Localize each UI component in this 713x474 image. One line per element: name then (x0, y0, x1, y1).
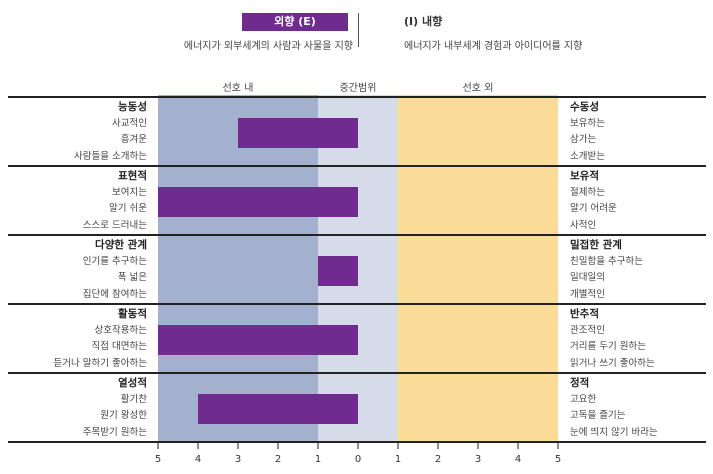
bar (198, 394, 358, 424)
x-tick-label: 2 (275, 454, 281, 465)
row-rule (8, 441, 706, 443)
left-trait-item: 사교적인 (112, 117, 147, 129)
zone-label-right: 선호 외 (462, 83, 494, 94)
right-trait-item: 사적인 (570, 219, 597, 231)
right-trait-title: 정적 (570, 377, 590, 389)
left-trait-item: 상호작용하는 (94, 324, 147, 336)
left-trait-item: 집단에 참여하는 (82, 288, 147, 300)
right-trait-item: 삼가는 (570, 134, 597, 145)
left-trait-item: 알기 쉬운 (109, 203, 147, 214)
left-trait-item: 주목받기 원하는 (82, 426, 147, 438)
left-trait-title: 활동적 (118, 308, 147, 320)
right-trait-item: 일대일의 (570, 272, 605, 283)
right-trait-title: 밀접한 관계 (570, 239, 622, 251)
x-tick-label: 5 (555, 454, 561, 465)
right-trait-item: 고독을 즐기는 (570, 410, 626, 421)
left-trait-item: 직접 대면하는 (91, 341, 147, 352)
zone-label-left: 선호 내 (222, 83, 254, 94)
row-rule (8, 165, 706, 167)
left-trait-item: 스스로 드러내는 (82, 219, 147, 231)
right-trait-item: 절제하는 (570, 186, 605, 198)
right-trait-item: 보유하는 (570, 117, 605, 129)
right-trait-item: 소개받는 (570, 150, 605, 162)
header-divider (358, 13, 359, 47)
row-rule (8, 303, 706, 305)
right-trait-item: 알기 어려운 (570, 203, 617, 214)
x-tick-label: 5 (155, 454, 161, 465)
bar (318, 256, 358, 286)
right-trait-item: 친밀함을 추구하는 (570, 255, 643, 267)
left-trait-item: 보여지는 (112, 186, 147, 198)
left-trait-item: 활기찬 (120, 393, 147, 405)
x-tick-label: 4 (195, 454, 201, 465)
bars (158, 118, 358, 424)
left-trait-item: 듣거나 말하기 좋아하는 (53, 357, 147, 369)
row-rule (8, 234, 706, 236)
right-trait-item: 고요한 (570, 393, 597, 405)
x-tick-label: 3 (475, 454, 481, 465)
extravert-description: 에너지가 외부세계의 사람과 사물을 지향 (183, 41, 353, 52)
right-trait-title: 보유적 (570, 170, 599, 182)
right-trait-item: 읽거나 쓰기 좋아하는 (570, 357, 655, 369)
right-trait-item: 거리를 두기 원하는 (570, 341, 646, 352)
zone-left (158, 95, 318, 443)
x-axis: 5 4 3 2 1 0 1 2 3 4 5 (155, 443, 561, 465)
x-tick-label: 3 (235, 454, 241, 465)
left-trait-item: 인기를 추구하는 (82, 255, 147, 267)
left-trait-title: 능동성 (118, 101, 147, 113)
x-tick-label: 1 (395, 454, 401, 465)
x-tick-label: 4 (515, 454, 521, 465)
zone-label-middle: 중간범위 (339, 83, 377, 94)
right-trait-item: 눈에 띄지 않기 바라는 (570, 426, 658, 438)
x-tick-label: 0 (355, 454, 361, 465)
bar (158, 187, 358, 217)
right-trait-title: 반추적 (570, 308, 599, 320)
left-trait-item: 원기 왕성한 (100, 410, 147, 421)
left-trait-item: 흥겨운 (120, 134, 147, 145)
extravert-title: 외향 (E) (242, 13, 348, 31)
left-trait-title: 다양한 관계 (95, 239, 147, 251)
right-trait-title: 수동성 (570, 101, 599, 113)
row-rules (8, 96, 706, 443)
left-trait-item: 사람들을 소개하는 (74, 150, 147, 162)
row-rule (8, 372, 706, 374)
left-trait-title: 표현적 (118, 170, 147, 182)
right-trait-item: 관조적인 (570, 324, 605, 336)
zone-right (398, 95, 558, 443)
bar (238, 118, 358, 148)
left-trait-item: 폭 넓은 (117, 272, 147, 283)
introvert-description: 에너지가 내부세계 경험과 아이디어를 지향 (404, 41, 583, 52)
row-rule (8, 96, 706, 98)
introvert-title: (I) 내향 (404, 15, 443, 28)
left-trait-title: 열성적 (118, 377, 147, 389)
zone-backgrounds (158, 95, 558, 443)
right-trait-item: 개별적인 (570, 288, 605, 300)
x-tick-label: 2 (435, 454, 441, 465)
bar (158, 325, 358, 355)
x-tick-label: 1 (315, 454, 321, 465)
